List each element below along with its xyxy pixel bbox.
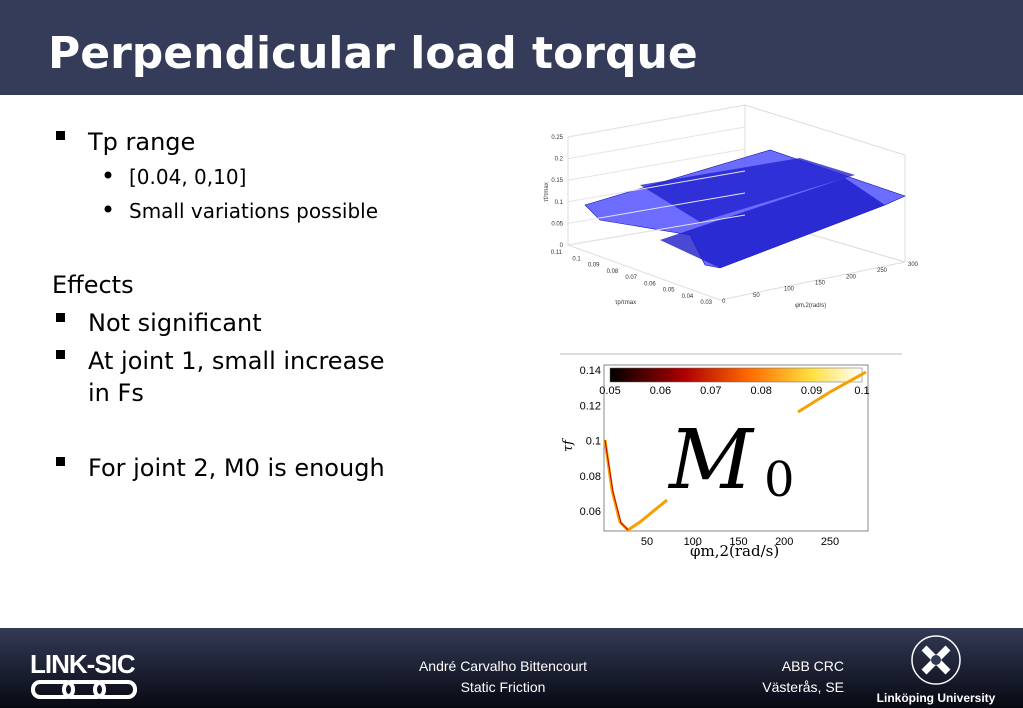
heatmap-figure: M 0 τf φ̇m,2(rad/s) 0.05 0.06 0.07 0.08 0.09… [561, 364, 870, 560]
logo-chain [31, 680, 137, 699]
bullet [56, 313, 65, 322]
header-bar [0, 0, 1023, 95]
x-tick-label: 200 [775, 536, 793, 548]
y-tick-label: 0.14 [580, 365, 601, 377]
overlay-subscript: 0 [764, 452, 795, 508]
footer-topic: Static Friction [461, 679, 546, 695]
overlay-symbol: M [667, 413, 755, 508]
z-tick-label: 0.05 [551, 221, 563, 227]
logo-text: LINK-SIC [30, 649, 136, 679]
z-tick-label: 0.1 [555, 200, 564, 206]
x-tick-label: 50 [753, 293, 760, 299]
y-tick-label: 0.04 [682, 294, 694, 300]
y-tick-label: 0.06 [644, 281, 656, 287]
bullet-text: in Fs [88, 379, 144, 407]
sub-bullet-text: [0.04, 0,10] [129, 165, 246, 189]
colorbar [609, 367, 863, 383]
z-tick-label: 0.15 [551, 178, 563, 184]
bullet [104, 205, 112, 213]
y-tick-label: 0.1 [586, 436, 601, 448]
colorbar-tick-label: 0.07 [700, 385, 721, 397]
x-tick-label: 50 [641, 536, 653, 548]
grid-line [567, 104, 746, 138]
bullet-text: Not significant [88, 309, 262, 337]
y-tick-label: 0.03 [700, 300, 712, 306]
bullet-text: At joint 1, small increase [88, 347, 385, 375]
footer-bar [0, 628, 1023, 708]
y-tick-label: 0.08 [580, 471, 601, 483]
slide-title: Perpendicular load torque [48, 28, 698, 79]
bullet [56, 131, 65, 140]
bullet [56, 350, 65, 359]
z-tick-label: 0.25 [551, 135, 563, 141]
grid-line [567, 148, 746, 181]
y-tick-label: 0.05 [663, 288, 675, 294]
y-tick-label: 0.07 [625, 275, 637, 281]
x-label: φ̇m,2(rad/s) [795, 303, 826, 309]
footer-author: André Carvalho Bittencourt [419, 658, 587, 674]
x-tick-label: 200 [846, 274, 857, 280]
y-label: τf [561, 438, 576, 452]
university-name: Linköping University [877, 691, 996, 705]
x-tick-label: 150 [815, 281, 826, 287]
x-tick-label: 250 [877, 268, 888, 274]
contour [797, 370, 867, 414]
bullet [56, 457, 65, 466]
contour [604, 439, 629, 531]
grid-line [567, 214, 746, 246]
y-tick-label: 0.12 [580, 400, 601, 412]
grid-line [567, 126, 746, 160]
surface-band [660, 178, 885, 268]
colorbar-tick-label: 0.06 [650, 385, 671, 397]
colorbar-tick-label: 0.09 [801, 385, 822, 397]
surface-figure: τf/τmax τp/τmax φ̇m,2(rad/s) 0.250.20.15… [544, 104, 919, 309]
x-tick-label: 100 [784, 287, 795, 293]
z-label: τf/τmax [544, 182, 550, 201]
y-tick-label: 0.11 [551, 250, 563, 256]
z-tick-label: 0.2 [555, 157, 564, 163]
surface-band [640, 158, 855, 222]
colorbar-tick-label: 0.1 [854, 385, 869, 397]
footer-place: Västerås, SE [762, 679, 844, 695]
grid-line [567, 192, 746, 224]
colorbar-tick-label: 0.08 [750, 385, 771, 397]
bullet [104, 171, 112, 179]
bullet-text: For joint 2, M0 is enough [88, 454, 385, 482]
y-tick-label: 0.09 [588, 263, 600, 269]
y-tick-label: 0.1 [572, 256, 581, 262]
bullet-text: Tp range [87, 128, 195, 156]
university-emblem [911, 635, 961, 685]
x-tick-label: 100 [684, 536, 702, 548]
grid-line [567, 170, 746, 203]
y-tick-label: 0.06 [580, 506, 601, 518]
x-tick-label: 150 [729, 536, 747, 548]
x-label: φ̇m,2(rad/s) [690, 542, 779, 560]
x-tick-label: 250 [821, 536, 839, 548]
x-tick-label: 300 [908, 262, 919, 268]
plot-area [603, 364, 869, 532]
y-label: τp/τmax [615, 300, 636, 306]
x-tick-label: 0 [722, 299, 726, 305]
y-tick-label: 0.08 [607, 269, 619, 275]
sub-bullet-text: Small variations possible [129, 199, 378, 223]
heading-text: Effects [52, 271, 134, 299]
colorbar-tick-label: 0.05 [599, 385, 620, 397]
z-tick-label: 0 [560, 243, 564, 249]
footer-org: ABB CRC [782, 658, 844, 674]
